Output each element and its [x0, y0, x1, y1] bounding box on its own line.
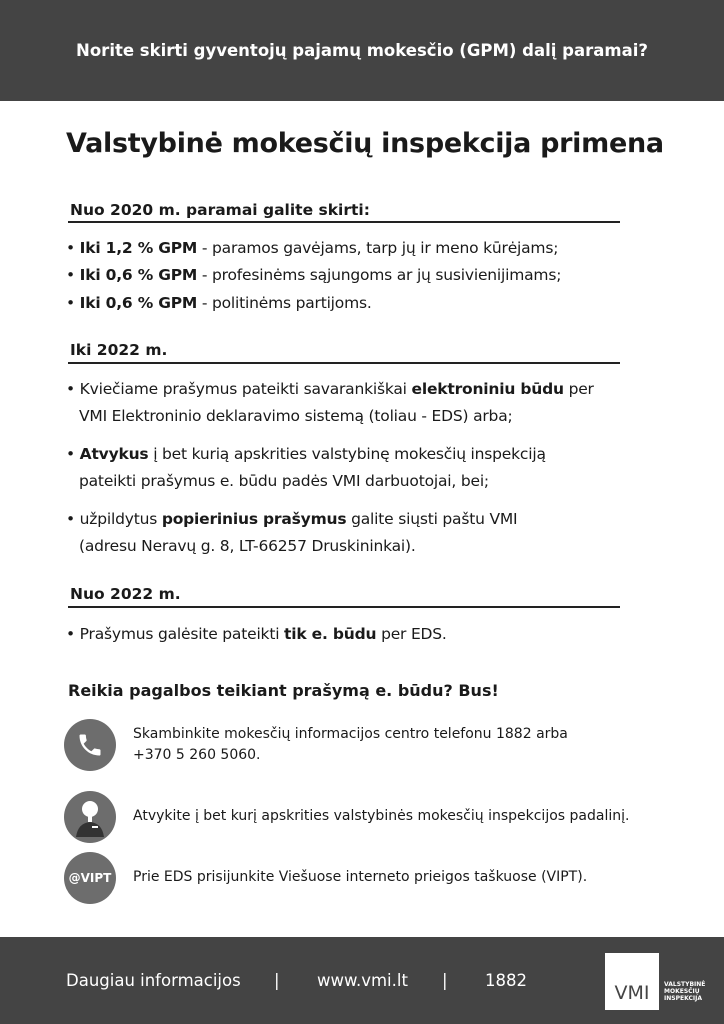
logo-text: VALSTYBINĖ MOKESČIŲ INSPEKCIJA [664, 981, 706, 1002]
header-text: Norite skirti gyventojų pajamų mokesčio … [76, 41, 648, 60]
header-banner: Norite skirti gyventojų pajamų mokesčio … [0, 0, 724, 101]
help-text-visit: Atvykite į bet kurį apskrities valstybin… [133, 808, 630, 824]
divider [68, 606, 620, 608]
person-icon [64, 791, 116, 843]
footer-separator: | [442, 971, 448, 990]
footer-url[interactable]: www.vmi.lt [317, 971, 408, 990]
list-item: • Iki 0,6 % GPM - politinėms partijoms. [66, 294, 372, 312]
help-heading: Reikia pagalbos teikiant prašymą e. būdu… [68, 681, 499, 700]
section-heading: Iki 2022 m. [70, 341, 168, 359]
list-item: • užpildytus popierinius prašymus galite… [66, 510, 518, 555]
footer-info: Daugiau informacijos [66, 971, 241, 990]
list-item: • Prašymus galėsite pateikti tik e. būdu… [66, 625, 447, 643]
vipt-icon: @VIPT [64, 852, 116, 904]
section-heading: Nuo 2020 m. paramai galite skirti: [70, 201, 370, 219]
section-heading: Nuo 2022 m. [70, 585, 181, 603]
help-text-phone: Skambinkite mokesčių informacijos centro… [133, 726, 568, 763]
vmi-logo: VMI [605, 953, 659, 1010]
list-item: • Iki 1,2 % GPM - paramos gavėjams, tarp… [66, 239, 559, 257]
divider [68, 362, 620, 364]
divider [68, 221, 620, 223]
footer-phone: 1882 [485, 971, 527, 990]
list-item: • Iki 0,6 % GPM - profesinėms sąjungoms … [66, 266, 562, 284]
footer-separator: | [274, 971, 280, 990]
footer: Daugiau informacijos | www.vmi.lt | 1882 [0, 937, 724, 1024]
list-item: • Kviečiame prašymus pateikti savarankiš… [66, 380, 594, 425]
list-item: • Atvykus į bet kurią apskrities valstyb… [66, 445, 546, 490]
help-text-vipt: Prie EDS prisijunkite Viešuose interneto… [133, 869, 588, 885]
page-title: Valstybinė mokesčių inspekcija primena [66, 128, 664, 159]
phone-icon [64, 719, 116, 771]
